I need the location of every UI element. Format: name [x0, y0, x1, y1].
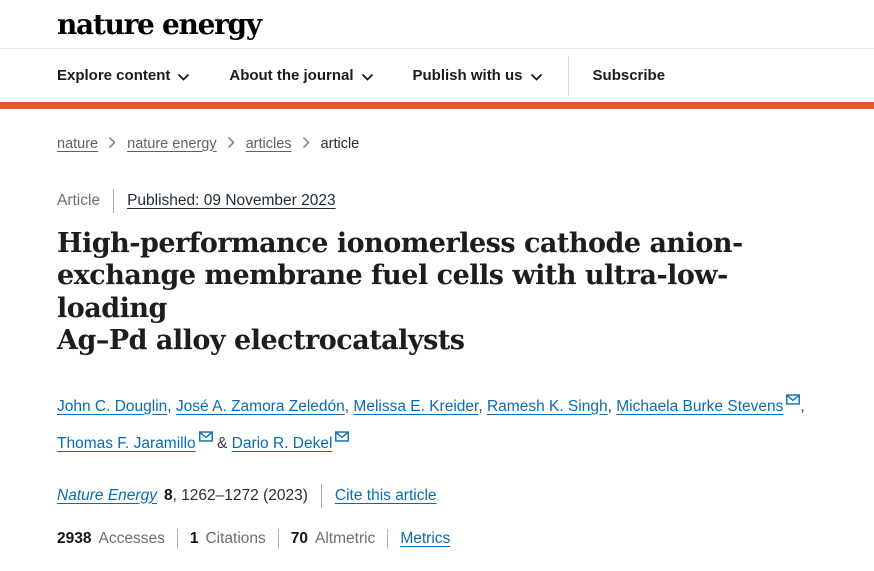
masthead: nature energy	[0, 0, 874, 49]
nav-item-label: Explore content	[57, 67, 171, 84]
journal-logo[interactable]: nature energy	[57, 7, 262, 41]
page-range: , 1262–1272 (2023)	[172, 486, 308, 504]
author-link[interactable]: John C. Douglin	[57, 397, 168, 415]
citations-label: Citations	[205, 529, 266, 547]
divider	[113, 189, 115, 213]
breadcrumb-item-article: article	[320, 135, 360, 152]
author: Dario R. Dekel	[231, 430, 350, 452]
altmetric-value: 70	[290, 529, 309, 547]
chevron-right-icon	[109, 136, 116, 152]
author: Ramesh K. Singh,	[487, 398, 616, 415]
metrics-link[interactable]: Metrics	[400, 529, 451, 547]
citations-value: 1	[189, 529, 199, 547]
divider	[320, 483, 322, 508]
nav-item-about-the-journal[interactable]: About the journal	[229, 66, 373, 85]
nav-item-explore-content[interactable]: Explore content	[57, 66, 190, 85]
author-link[interactable]: Ramesh K. Singh	[486, 397, 608, 415]
author-link[interactable]: Melissa E. Kreider	[353, 397, 479, 415]
author-separator: &	[212, 434, 232, 452]
chevron-down-icon	[530, 68, 542, 85]
author-separator: ,	[800, 397, 805, 415]
nav-item-subscribe[interactable]: Subscribe	[593, 67, 666, 84]
article-header: nature nature energy articles article Ar…	[0, 135, 874, 549]
author-link[interactable]: Dario R. Dekel	[231, 434, 333, 452]
nav-item-label: Subscribe	[592, 67, 666, 84]
metrics-line: 2938 Accesses 1 Citations 70 Altmetric M…	[57, 528, 817, 549]
author-separator: ,	[167, 397, 176, 415]
top-nav: Explore content About the journal Publis…	[0, 49, 874, 102]
altmetric-label: Altmetric	[315, 529, 376, 547]
published-date-link[interactable]: Published: 09 November 2023	[127, 192, 336, 209]
article-meta-line: Article Published: 09 November 2023	[57, 189, 817, 213]
chevron-right-icon	[302, 136, 310, 152]
author-link[interactable]: Thomas F. Jaramillo	[57, 434, 196, 452]
author-separator: ,	[344, 397, 354, 415]
accesses-label: Accesses	[98, 529, 165, 547]
page: nature energy Explore content About the …	[0, 0, 874, 549]
author-link[interactable]: José A. Zamora Zeledón	[175, 397, 345, 415]
article-title: High-performance ionomerless cathode ani…	[57, 228, 743, 357]
author-separator: ,	[478, 397, 487, 415]
breadcrumb-item-nature-energy[interactable]: nature energy	[127, 135, 217, 152]
author-separator: ,	[607, 397, 617, 415]
author-link[interactable]: Michaela Burke Stevens	[616, 397, 784, 415]
breadcrumb-item-nature[interactable]: nature	[57, 135, 99, 152]
author: Thomas F. Jaramillo &	[57, 430, 232, 452]
divider	[176, 528, 178, 549]
nav-item-label: About the journal	[229, 67, 354, 84]
author: Michaela Burke Stevens,	[616, 393, 805, 415]
envelope-icon[interactable]	[198, 429, 213, 446]
volume-number: 8	[163, 486, 173, 504]
accesses-value: 2938	[57, 529, 92, 547]
article-type-label: Article	[57, 192, 101, 209]
divider	[387, 528, 389, 549]
breadcrumb-item-articles[interactable]: articles	[245, 135, 292, 152]
divider	[277, 528, 279, 549]
breadcrumb: nature nature energy articles article	[57, 135, 817, 152]
envelope-icon[interactable]	[786, 392, 801, 409]
journal-name-link[interactable]: Nature Energy	[57, 486, 157, 504]
nav-divider	[567, 55, 569, 96]
nav-item-publish-with-us[interactable]: Publish with us	[413, 66, 542, 85]
envelope-icon[interactable]	[335, 429, 350, 446]
chevron-right-icon	[227, 136, 235, 152]
chevron-down-icon	[178, 68, 190, 85]
citation-line: Nature Energy 8, 1262–1272 (2023) Cite t…	[57, 483, 817, 508]
author-list: John C. Douglin, José A. Zamora Zeledón,…	[57, 385, 817, 459]
author: Melissa E. Kreider,	[353, 398, 487, 415]
author: José A. Zamora Zeledón,	[176, 398, 354, 415]
journal-accent-bar	[0, 102, 874, 109]
cite-this-article-link[interactable]: Cite this article	[334, 486, 437, 504]
chevron-down-icon	[361, 68, 373, 85]
nav-item-label: Publish with us	[412, 67, 523, 84]
author: John C. Douglin,	[57, 398, 176, 415]
